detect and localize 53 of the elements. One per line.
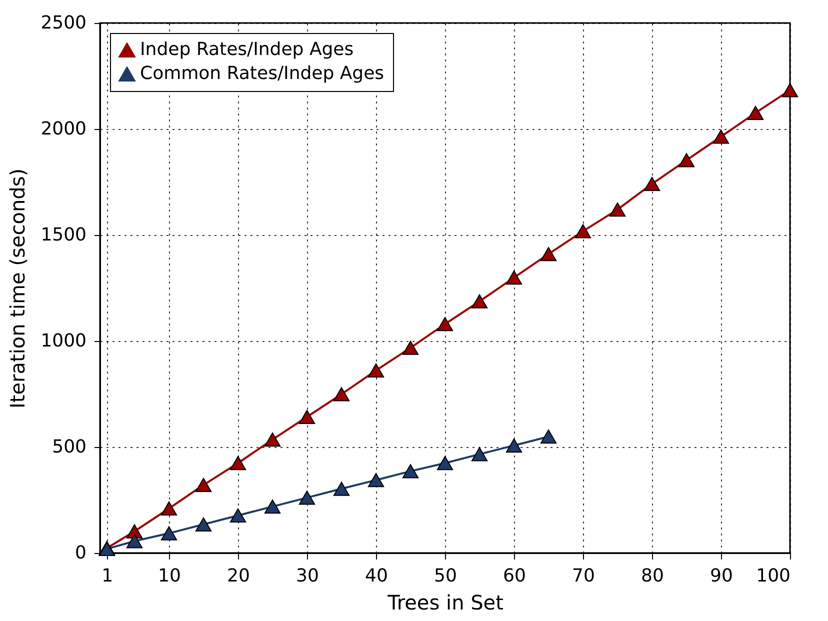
point [471,294,488,308]
y-tick-label: 2500 [40,12,86,34]
x-tick-label: 40 [365,566,388,586]
point [264,432,281,447]
point [471,447,488,462]
point [436,316,454,332]
point [230,456,246,470]
y-tick-label: 1500 [40,224,86,246]
point [712,130,730,144]
legend-label: Common Rates/Indep Ages [140,63,384,84]
point [506,438,522,453]
x-tick-label: 70 [572,566,595,586]
x-tick-label: 50 [434,566,457,586]
point [540,247,557,262]
point [402,464,419,478]
point [644,176,660,191]
point [436,456,454,470]
point [747,106,764,120]
point [402,340,419,355]
x-tick-label: 100 [756,566,790,586]
point [264,500,281,514]
point [368,473,384,488]
point [160,526,178,540]
point [782,83,798,98]
point [126,534,143,548]
point [160,501,178,516]
legend-label: Indep Rates/Indep Ages [140,39,354,60]
x-tick-label: 10 [158,566,181,586]
y-tick-label: 0 [75,542,86,564]
x-tick-label: 30 [296,566,319,586]
y-tick-label: 500 [52,436,86,458]
x-tick-label: 60 [503,566,526,586]
point [609,202,626,217]
point [230,508,246,523]
x-tick-label: 90 [710,566,733,586]
point [678,153,695,168]
point [298,490,316,505]
x-tick-label: 1 [102,566,114,586]
point [195,517,212,532]
point [506,270,522,285]
point [574,224,592,238]
x-axis-title: Trees in Set [386,590,504,614]
point [333,387,350,402]
point [540,430,557,444]
point [298,410,316,424]
y-axis-title: Iteration time (seconds) [6,168,30,409]
x-tick-label: 20 [227,566,250,586]
y-tick-label: 1000 [40,330,86,352]
point [368,363,384,378]
point [333,482,350,496]
y-tick-label: 2000 [40,118,86,140]
point [195,478,212,492]
x-tick-label: 80 [641,566,664,586]
